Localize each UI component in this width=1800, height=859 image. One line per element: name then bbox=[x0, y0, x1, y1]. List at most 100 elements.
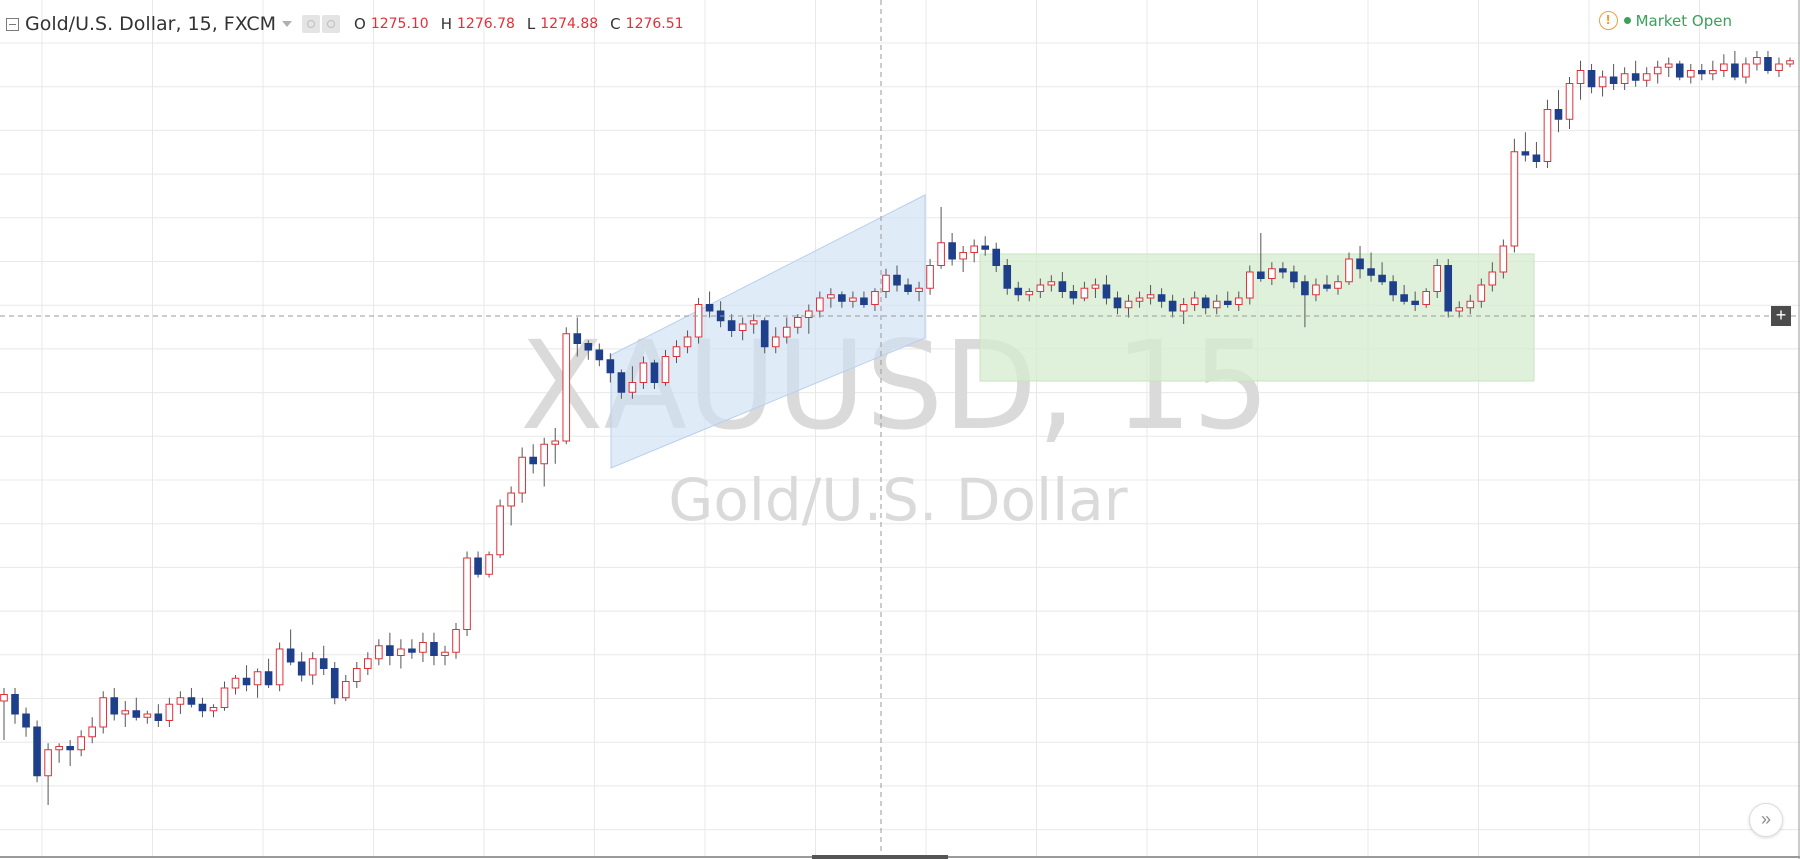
visibility-icon[interactable] bbox=[302, 15, 320, 33]
candle-up bbox=[1312, 284, 1320, 296]
candle-down bbox=[1444, 265, 1453, 312]
candle-up bbox=[1477, 284, 1486, 302]
candle-up bbox=[485, 554, 493, 575]
high-label: H bbox=[440, 15, 452, 33]
market-status[interactable]: ! Market Open bbox=[1598, 11, 1732, 30]
candle-up bbox=[397, 648, 405, 656]
candle-up bbox=[771, 336, 780, 348]
candle-down bbox=[584, 343, 593, 351]
candle-up bbox=[683, 336, 692, 348]
candle-up bbox=[1466, 300, 1475, 309]
candle-down bbox=[1400, 294, 1408, 302]
candle-down bbox=[617, 372, 626, 393]
candle-down bbox=[1290, 271, 1298, 283]
candle-down bbox=[1367, 268, 1375, 276]
candle-up bbox=[121, 710, 130, 715]
candle-up bbox=[1720, 63, 1728, 71]
candle-up bbox=[1664, 63, 1673, 68]
candle-up bbox=[749, 320, 758, 325]
candle-up bbox=[1753, 57, 1761, 65]
symbol-title[interactable]: Gold/U.S. Dollar, 15, FXCM bbox=[25, 13, 276, 35]
candle-up bbox=[1598, 76, 1607, 88]
candle-up bbox=[782, 326, 791, 338]
candle-down bbox=[1168, 300, 1177, 312]
candle-down bbox=[286, 648, 295, 663]
warning-icon[interactable]: ! bbox=[1598, 11, 1618, 30]
watermark-description: Gold/U.S. Dollar bbox=[668, 466, 1127, 534]
candle-up bbox=[1499, 245, 1508, 273]
candle-down bbox=[893, 274, 901, 286]
candle-up bbox=[352, 668, 361, 682]
candle-up bbox=[99, 697, 108, 728]
candle-up bbox=[220, 687, 229, 708]
candle-up bbox=[804, 310, 813, 318]
candle-down bbox=[595, 349, 604, 361]
gear-icon[interactable] bbox=[322, 15, 340, 33]
candle-up bbox=[231, 677, 240, 689]
candle-down bbox=[33, 726, 41, 777]
chevron-down-icon[interactable] bbox=[282, 21, 292, 27]
candle-up bbox=[1786, 60, 1794, 65]
close-label: C bbox=[610, 15, 621, 33]
candle-up bbox=[44, 749, 52, 777]
candle-up bbox=[926, 265, 934, 289]
close-value: 1276.51 bbox=[625, 16, 684, 32]
candle-up bbox=[275, 648, 284, 686]
candle-down bbox=[1731, 63, 1739, 78]
candle-down bbox=[992, 248, 1001, 266]
candle-up bbox=[1709, 70, 1717, 75]
candle-up bbox=[915, 287, 923, 292]
candle-up bbox=[628, 382, 637, 393]
candle-down bbox=[1069, 291, 1078, 299]
candle-down bbox=[1356, 258, 1364, 270]
candle-down bbox=[430, 642, 438, 656]
candle-down bbox=[154, 713, 163, 721]
candle-down bbox=[198, 703, 207, 712]
candle-down bbox=[1113, 297, 1122, 309]
candle-up bbox=[1190, 297, 1199, 305]
candle-up bbox=[882, 274, 890, 292]
candle-down bbox=[22, 713, 30, 728]
candle-up bbox=[1510, 151, 1519, 247]
candle-up bbox=[452, 629, 460, 653]
collapse-legend-icon[interactable] bbox=[6, 17, 19, 31]
candle-up bbox=[871, 291, 879, 305]
candle-down bbox=[1764, 57, 1772, 71]
candle-up bbox=[209, 707, 218, 712]
candle-up bbox=[1234, 297, 1243, 305]
candle-down bbox=[386, 645, 394, 656]
candle-down bbox=[1631, 73, 1640, 81]
candle-up bbox=[1135, 297, 1144, 302]
candle-down bbox=[606, 359, 615, 374]
candle-down bbox=[904, 284, 912, 292]
candle-down bbox=[132, 710, 141, 718]
candle-down bbox=[187, 697, 196, 705]
candle-up bbox=[1025, 291, 1034, 296]
candle-up bbox=[661, 356, 670, 383]
candle-up bbox=[143, 713, 152, 718]
candle-down bbox=[1003, 265, 1012, 289]
candle-up bbox=[937, 242, 945, 266]
scroll-to-realtime-button[interactable]: » bbox=[1749, 803, 1783, 837]
candle-up bbox=[253, 671, 262, 686]
candle-up bbox=[308, 658, 317, 676]
candle-up bbox=[639, 362, 648, 383]
range-rectangle-drawing[interactable] bbox=[979, 253, 1535, 382]
candle-up bbox=[1620, 73, 1629, 84]
candle-up bbox=[816, 297, 824, 312]
candle-down bbox=[330, 668, 339, 699]
open-label: O bbox=[354, 15, 366, 33]
candle-down bbox=[1521, 151, 1530, 156]
candle-up bbox=[77, 736, 85, 751]
candle-up bbox=[1212, 300, 1221, 309]
low-value: 1274.88 bbox=[540, 16, 599, 32]
status-dot-icon bbox=[1623, 17, 1631, 24]
candle-down bbox=[264, 671, 273, 686]
candle-down bbox=[1014, 287, 1023, 296]
candle-down bbox=[529, 456, 537, 465]
add-price-level-button[interactable]: + bbox=[1771, 306, 1791, 326]
candle-down bbox=[1378, 274, 1386, 283]
low-label: L bbox=[526, 15, 536, 33]
